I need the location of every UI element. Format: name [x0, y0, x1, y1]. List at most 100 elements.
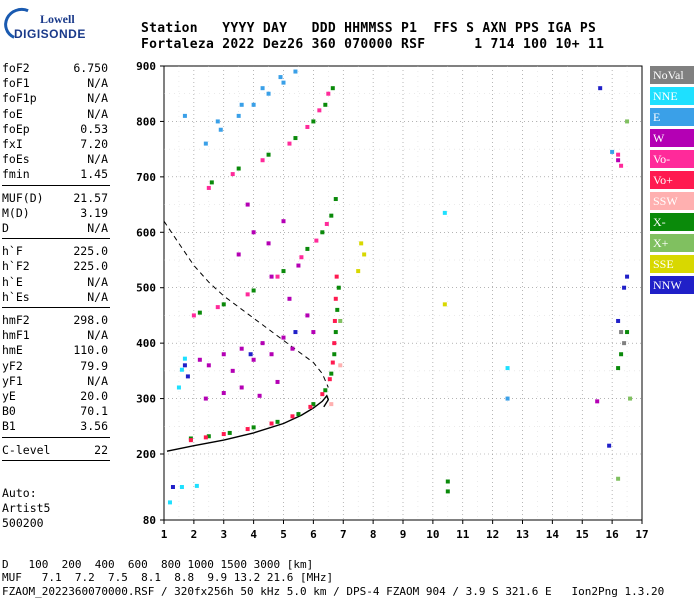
data-point-w: [296, 263, 301, 268]
param-name: MUF(D): [2, 190, 44, 205]
auto-line: Auto:: [2, 486, 37, 500]
data-point-vominus: [269, 421, 274, 426]
param-value: 110.0: [73, 343, 108, 358]
header-line1: Station YYYY DAY DDD HHMMSS P1 FFS S AXN…: [141, 21, 597, 36]
data-point-e: [251, 102, 256, 107]
param-name: yE: [2, 389, 16, 403]
data-point-e: [182, 113, 187, 118]
data-point-xminus: [221, 302, 226, 307]
data-point-xminus: [323, 388, 328, 393]
param-value: N/A: [87, 106, 108, 121]
data-point-w: [197, 357, 202, 362]
logo-line1: Lowell: [40, 12, 75, 26]
data-point-w: [260, 341, 265, 346]
data-point-w: [239, 385, 244, 390]
data-point-xminus: [335, 307, 340, 312]
data-point-vominus: [188, 438, 193, 443]
data-point-e: [260, 86, 265, 91]
param-value: 3.19: [80, 205, 108, 220]
param-value: 3.56: [80, 419, 108, 434]
data-point-vominus: [332, 318, 337, 323]
param-value: 225.0: [73, 259, 108, 274]
data-point-e: [239, 102, 244, 107]
data-point-xminus: [311, 119, 316, 124]
data-point-xminus: [293, 136, 298, 141]
data-point-xminus: [333, 330, 338, 335]
y-tick-label: 500: [136, 282, 156, 295]
x-tick-label: 2: [191, 528, 198, 541]
data-point-w: [245, 202, 250, 207]
param-name: hmE: [2, 343, 23, 358]
legend-item: E: [650, 108, 694, 126]
muf-values: 7.1 7.2 7.5 8.1 8.8 9.9 13.2 21.6 [MHz]: [41, 571, 334, 584]
param-row: h`Es N/A: [2, 289, 108, 305]
digisonde-logo: Lowell DIGISONDE: [0, 3, 85, 45]
data-point-vominus: [230, 172, 235, 177]
data-point-e: [293, 69, 298, 74]
param-value: 21.57: [73, 190, 108, 205]
param-row: yF2 79.9: [2, 358, 108, 374]
param-value: N/A: [87, 152, 108, 167]
param-name: foF1: [2, 76, 30, 91]
data-point-ssw: [338, 363, 343, 368]
param-row: D N/A: [2, 220, 108, 236]
data-point-xminus: [333, 197, 338, 202]
data-point-vominus: [206, 185, 211, 190]
x-tick-label: 7: [340, 528, 347, 541]
param-name: foF1p: [2, 91, 37, 106]
data-point-w: [236, 252, 241, 257]
param-value: N/A: [87, 373, 108, 388]
param-name: h`E: [2, 274, 23, 289]
param-value: N/A: [87, 91, 108, 106]
data-point-nne: [179, 485, 184, 489]
data-point-w: [595, 399, 600, 404]
param-row: hmF2 298.0: [2, 312, 108, 328]
param-name: M(D): [2, 205, 30, 220]
param-row: h`E N/A: [2, 274, 108, 290]
x-tick-label: 16: [606, 528, 620, 541]
data-point-xminus: [320, 230, 325, 235]
param-value: 70.1: [80, 404, 108, 419]
data-point-vominus: [221, 432, 226, 437]
data-point-vominus: [333, 296, 338, 301]
param-name: foE: [2, 106, 23, 121]
param-name: hmF2: [2, 313, 30, 327]
data-point-vominus: [317, 108, 322, 113]
data-point-xminus: [330, 86, 335, 91]
data-point-vominus: [299, 255, 304, 260]
distance-label: D: [2, 558, 9, 571]
distance-values: 100 200 400 600 800 1000 1500 3000 [km]: [28, 558, 314, 571]
x-tick-label: 5: [280, 528, 287, 541]
x-tick-label: 13: [516, 528, 529, 541]
auto-line: 500200: [2, 516, 44, 530]
data-point-vominus: [287, 141, 292, 146]
y-tick-label: 900: [136, 60, 156, 73]
param-row: MUF(D) 21.57: [2, 190, 108, 206]
param-name: fmin: [2, 167, 30, 182]
legend-item: SSE: [650, 255, 694, 273]
legend-item: X-: [650, 213, 694, 231]
param-row: foF2 6.750: [2, 60, 108, 76]
data-point-w: [616, 158, 621, 163]
param-name: foEs: [2, 152, 30, 167]
data-point-xminus: [281, 269, 286, 274]
param-row: fmin 1.45: [2, 166, 108, 182]
distance-row: D 100 200 400 600 800 1000 1500 3000 [km…: [2, 558, 313, 571]
legend-item: NNE: [650, 87, 694, 105]
legend-item: NNW: [650, 276, 694, 294]
data-point-nnw: [248, 352, 253, 357]
x-tick-label: 11: [456, 528, 470, 541]
legend-item: SSW: [650, 192, 694, 210]
param-value: 7.20: [80, 137, 108, 151]
data-point-vominus: [275, 274, 280, 279]
data-point-e: [281, 80, 286, 85]
data-point-w: [257, 393, 262, 398]
param-name: h`F2: [2, 259, 30, 274]
data-point-w: [269, 274, 274, 279]
param-value: 0.53: [80, 121, 108, 136]
data-point-xminus: [236, 166, 241, 171]
param-name: yF2: [2, 358, 23, 373]
data-point-nne: [194, 483, 199, 488]
data-point-w: [269, 352, 274, 357]
x-tick-label: 6: [310, 528, 317, 541]
